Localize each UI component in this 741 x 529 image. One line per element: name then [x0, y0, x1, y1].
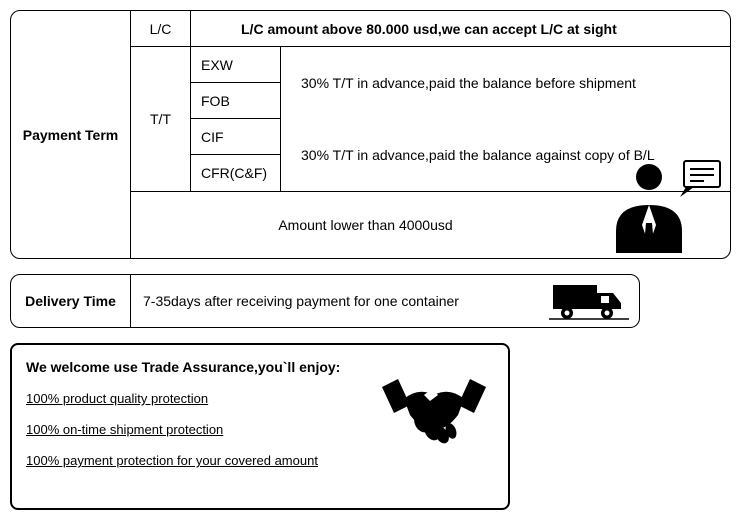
trade-assurance-box: We welcome use Trade Assurance,you`ll en…: [10, 343, 510, 510]
payment-table: Payment Term L/C L/C amount above 80.000…: [11, 11, 730, 258]
method-fob: FOB: [191, 83, 281, 119]
lc-label: L/C: [131, 11, 191, 46]
delivery-label: Delivery Time: [11, 275, 131, 327]
businessman-icon: [604, 153, 724, 256]
handshake-icon: [374, 365, 494, 468]
lc-row: L/C L/C amount above 80.000 usd,we can a…: [131, 11, 730, 47]
payment-term-label: Payment Term: [11, 11, 131, 258]
truck-icon: [549, 279, 629, 326]
delivery-box: Delivery Time 7-35days after receiving p…: [10, 274, 640, 328]
method-cfr: CFR(C&F): [191, 155, 281, 191]
method-cif: CIF: [191, 119, 281, 155]
delivery-table: Delivery Time 7-35days after receiving p…: [11, 275, 639, 327]
method-exw: EXW: [191, 47, 281, 83]
tt-methods: EXW FOB CIF CFR(C&F): [191, 47, 281, 191]
tt-desc-top: 30% T/T in advance,paid the balance befo…: [281, 47, 730, 119]
payment-term-box: Payment Term L/C L/C amount above 80.000…: [10, 10, 731, 259]
tt-label: T/T: [131, 47, 191, 191]
lc-text: L/C amount above 80.000 usd,we can accep…: [191, 11, 730, 46]
